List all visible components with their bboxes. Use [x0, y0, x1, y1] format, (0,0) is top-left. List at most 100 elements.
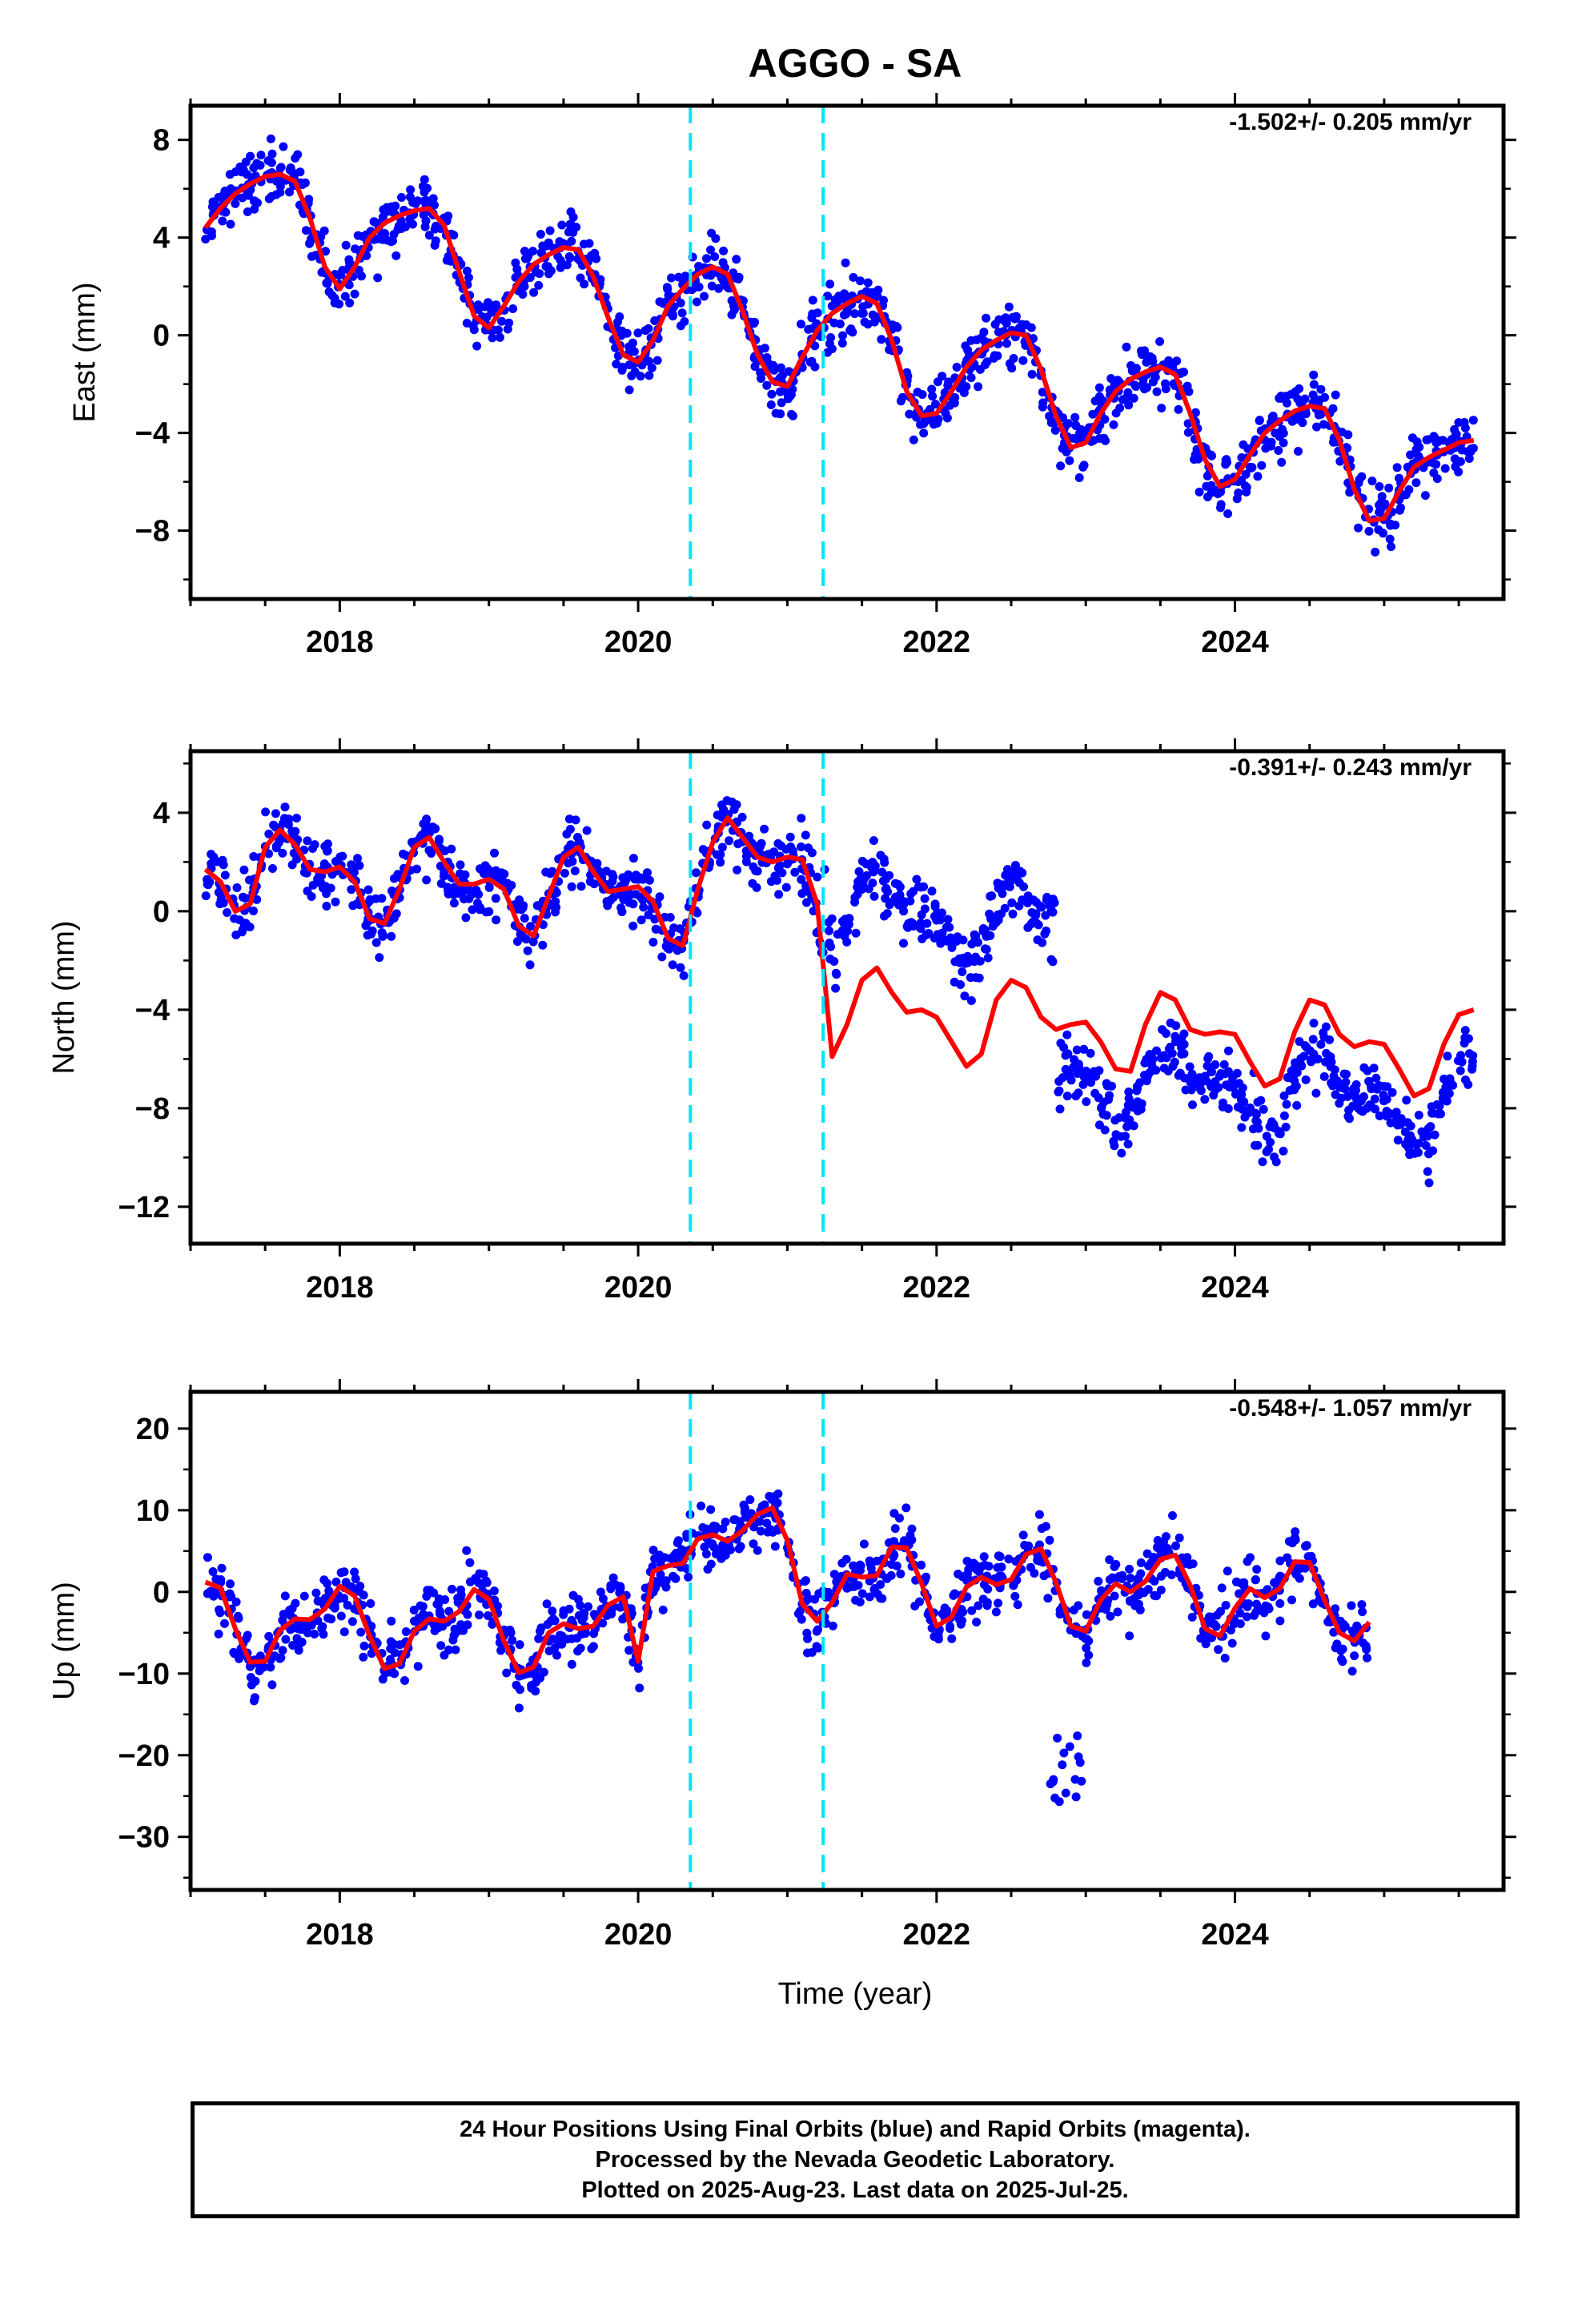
up-point — [1361, 1641, 1371, 1651]
up-point — [740, 1507, 749, 1517]
north-point — [1464, 1034, 1473, 1043]
up-point — [1082, 1658, 1091, 1667]
east-point — [567, 236, 576, 246]
x-tick-label: 2018 — [306, 1918, 374, 1952]
north-point — [1430, 1130, 1439, 1140]
up-point — [1372, 0, 1381, 5]
north-point — [751, 866, 761, 875]
east-point — [707, 281, 717, 291]
north-point — [1406, 1131, 1415, 1140]
up-point — [1168, 1511, 1177, 1520]
north-point — [1442, 1077, 1452, 1087]
north-point — [238, 925, 247, 934]
east-frame — [188, 103, 1506, 601]
up-point — [1465, 0, 1474, 5]
east-point — [1118, 395, 1127, 404]
up-point — [934, 1626, 944, 1635]
east-point — [1298, 418, 1307, 428]
up-point — [1239, 1578, 1249, 1587]
north-point — [1309, 1019, 1319, 1028]
up-point — [1446, 0, 1455, 5]
east-point — [841, 258, 850, 267]
up-point — [1456, 0, 1464, 5]
east-point — [640, 326, 650, 336]
north-point — [1402, 1096, 1411, 1105]
up-point — [1261, 1601, 1271, 1610]
up-point — [1009, 1581, 1018, 1590]
east-point — [694, 282, 704, 292]
north-point — [775, 861, 785, 870]
north-point — [461, 913, 471, 923]
east-point — [1309, 380, 1319, 389]
east-point — [1404, 485, 1414, 494]
north-point — [993, 910, 1002, 919]
x-tick-label: 2022 — [903, 625, 971, 659]
up-point — [336, 1568, 346, 1578]
up-point — [803, 1648, 812, 1658]
up-point — [1261, 1631, 1271, 1641]
north-point — [1343, 1112, 1353, 1121]
north-point — [564, 814, 574, 824]
east-point — [1468, 416, 1478, 425]
up-point — [1375, 0, 1384, 5]
north-point — [525, 960, 535, 970]
east-point — [330, 293, 339, 303]
north-point — [1038, 938, 1047, 947]
up-point — [320, 1594, 330, 1603]
east-point — [1008, 312, 1018, 322]
north-point — [917, 910, 926, 919]
up-point — [1396, 0, 1405, 5]
north-point — [1123, 1140, 1133, 1149]
north-point — [881, 883, 891, 893]
east-point — [1203, 471, 1212, 480]
north-point — [1385, 1108, 1395, 1118]
north-observations — [201, 796, 1478, 1188]
up-point — [1142, 1549, 1152, 1558]
east-point — [556, 255, 565, 265]
north-point — [854, 866, 864, 876]
up-point — [955, 1615, 965, 1625]
up-point — [940, 1606, 950, 1615]
north-point — [987, 891, 997, 901]
east-point — [291, 154, 300, 163]
north-point — [963, 951, 973, 961]
east-point — [762, 380, 772, 390]
north-point — [1104, 1095, 1113, 1104]
east-point — [776, 409, 785, 419]
east-point — [1364, 526, 1374, 536]
east-point — [943, 381, 953, 391]
north-point — [1371, 1073, 1381, 1083]
up-point — [1446, 0, 1455, 5]
north-point — [1371, 1104, 1379, 1114]
north-point — [322, 902, 331, 911]
east-point — [903, 372, 913, 381]
north-point — [916, 919, 926, 928]
up-point — [1275, 1556, 1285, 1566]
north-point — [985, 909, 994, 919]
up-point — [299, 1591, 309, 1601]
north-point — [881, 875, 890, 884]
east-point — [934, 414, 943, 424]
east-point — [677, 308, 687, 318]
east-point — [624, 360, 634, 370]
up-point — [1216, 1606, 1225, 1616]
north-point — [444, 889, 453, 899]
north-point — [608, 872, 618, 882]
north-point — [673, 946, 682, 955]
up-point — [448, 1584, 456, 1594]
north-point — [307, 892, 316, 901]
north-point — [1316, 1039, 1326, 1049]
north-point — [589, 879, 599, 889]
north-point — [1383, 1082, 1392, 1092]
east-point — [777, 371, 787, 380]
north-point — [619, 895, 628, 904]
up-point — [1385, 0, 1394, 5]
east-point — [1291, 387, 1300, 396]
east-point — [1464, 454, 1474, 463]
up-point — [890, 1524, 900, 1534]
east-point — [1432, 474, 1442, 484]
y-tick-label: 0 — [153, 895, 170, 929]
east-point — [590, 248, 600, 258]
up-point — [1420, 0, 1429, 5]
north-point — [825, 926, 833, 935]
